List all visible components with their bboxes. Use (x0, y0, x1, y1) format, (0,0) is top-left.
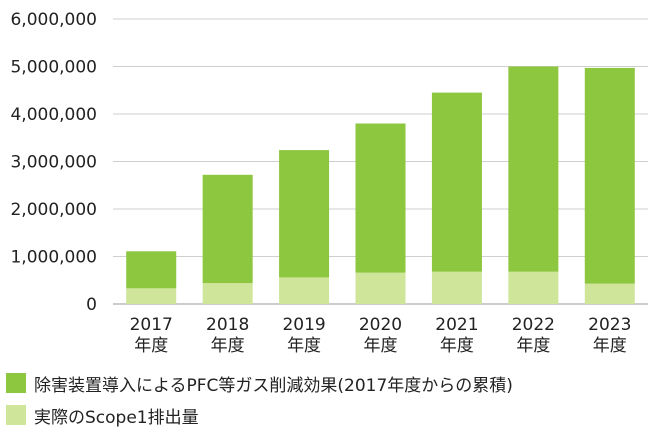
y-tick-label: 2,000,000 (10, 200, 97, 220)
legend-label-reduction: 除害装置導入によるPFC等ガス削減効果(2017年度からの累積) (34, 375, 513, 396)
x-tick-label-suffix: 年度 (593, 336, 627, 356)
y-axis-ticks: 0 1,000,000 2,000,000 3,000,000 4,000,000 5,0… (10, 10, 97, 315)
legend-item-reduction: 除害装置導入によるPFC等ガス削減効果(2017年度からの累積) (6, 368, 656, 398)
y-tick-label: 1,000,000 (10, 248, 97, 268)
legend-swatch-scope1 (6, 405, 26, 425)
legend-label-scope1: 実際のScope1排出量 (34, 407, 199, 428)
x-tick-label-year: 2023 (588, 315, 631, 335)
x-tick-label-suffix: 年度 (134, 336, 168, 356)
bar-segment-reduction (355, 123, 406, 273)
x-tick-label-suffix: 年度 (287, 336, 321, 356)
bar-segment-scope1 (126, 288, 177, 304)
x-tick-label-year: 2022 (512, 315, 555, 335)
x-tick-label-suffix: 年度 (440, 336, 474, 356)
x-tick-label-suffix: 年度 (211, 336, 245, 356)
legend-item-scope1: 実際のScope1排出量 (6, 400, 656, 430)
bar-segment-reduction (126, 251, 177, 289)
bar-segment-scope1 (355, 272, 406, 304)
x-tick-label-year: 2021 (435, 315, 478, 335)
x-tick-label-suffix: 年度 (516, 336, 550, 356)
y-tick-label: 3,000,000 (10, 153, 97, 173)
x-tick-label-year: 2019 (282, 315, 325, 335)
bar-segment-scope1 (279, 277, 330, 304)
y-tick-label: 5,000,000 (10, 58, 97, 78)
legend-swatch-reduction (6, 373, 26, 393)
bar-segment-reduction (279, 150, 330, 278)
x-tick-label-suffix: 年度 (364, 336, 398, 356)
bar-segment-scope1 (508, 271, 559, 304)
x-tick-label-year: 2017 (130, 315, 173, 335)
bar-segment-scope1 (202, 283, 253, 304)
y-tick-label: 4,000,000 (10, 105, 97, 125)
bar-segment-scope1 (584, 283, 635, 304)
x-axis-labels: 2017年度2018年度2019年度2020年度2021年度2022年度2023… (130, 315, 632, 356)
legend: 除害装置導入によるPFC等ガス削減効果(2017年度からの累積) 実際のScop… (6, 368, 656, 432)
x-tick-label-year: 2018 (206, 315, 249, 335)
y-tick-label: 6,000,000 (10, 10, 97, 30)
y-tick-label: 0 (86, 295, 97, 315)
bar-segment-reduction (508, 66, 559, 272)
x-tick-label-year: 2020 (359, 315, 402, 335)
bar-segment-reduction (202, 174, 253, 284)
bar-layer (126, 66, 635, 304)
bar-segment-reduction (431, 92, 482, 272)
bar-segment-scope1 (431, 271, 482, 304)
bar-segment-reduction (584, 67, 635, 284)
